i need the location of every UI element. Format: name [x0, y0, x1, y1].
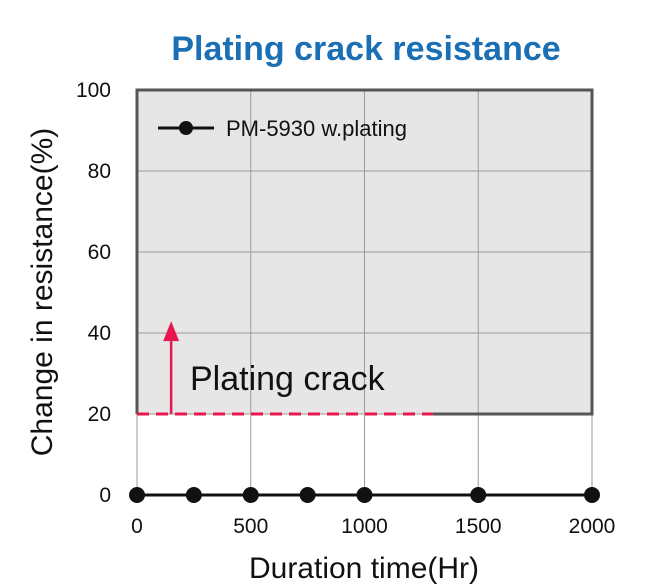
data-point: [470, 487, 487, 503]
region-border: [135, 88, 594, 416]
x-tick-label: 500: [233, 515, 268, 538]
y-tick-label: 100: [76, 79, 111, 102]
legend-marker: [179, 121, 193, 135]
x-tick-label: 1500: [455, 515, 502, 538]
series-group: [129, 487, 600, 503]
chart-title: Plating crack resistance: [171, 30, 560, 68]
y-tick-labels: 0 20 40 60 80 100: [76, 79, 111, 507]
y-tick-label: 60: [88, 241, 111, 264]
y-tick-label: 20: [88, 403, 111, 426]
legend-label: PM-5930 w.plating: [226, 116, 407, 141]
threshold-label: Plating crack: [190, 360, 386, 398]
data-point: [356, 487, 373, 503]
x-tick-labels: 0 500 1000 1500 2000: [131, 515, 615, 538]
x-axis-label: Duration time(Hr): [249, 552, 479, 585]
data-point: [584, 487, 600, 503]
data-point: [299, 487, 316, 503]
x-tick-label: 1000: [341, 515, 388, 538]
data-point: [242, 487, 259, 503]
data-point: [185, 487, 202, 503]
threshold: [137, 321, 433, 416]
threshold-arrow-head: [163, 321, 180, 342]
legend: PM-5930 w.plating: [158, 116, 407, 141]
y-tick-label: 40: [88, 322, 111, 345]
y-axis-label: Change in resistance(%): [26, 128, 59, 457]
x-tick-label: 0: [131, 515, 143, 538]
data-point: [129, 487, 145, 503]
x-tick-label: 2000: [569, 515, 616, 538]
y-tick-label: 80: [88, 160, 111, 183]
y-tick-label: 0: [99, 484, 111, 507]
